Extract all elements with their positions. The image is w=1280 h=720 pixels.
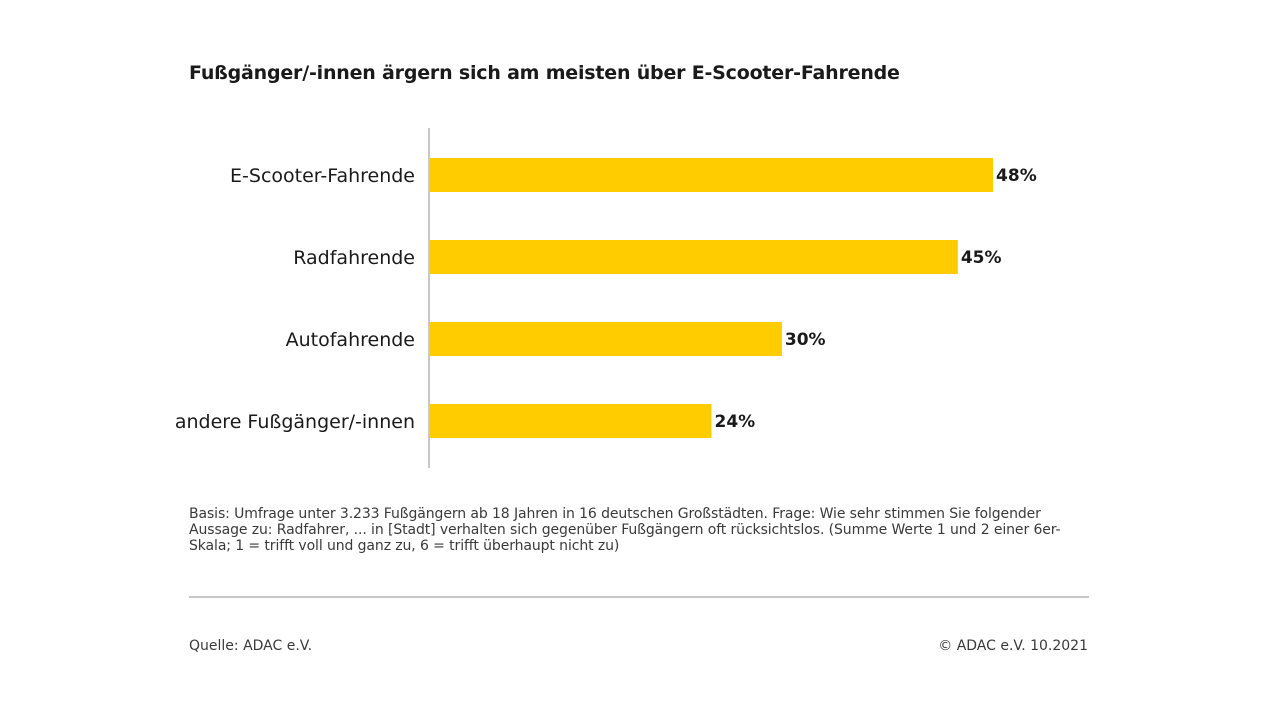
source-text: Quelle: ADAC e.V. (189, 638, 313, 654)
value-label-4: 24% (715, 412, 756, 432)
chart-title: Fußgänger/-innen ärgern sich am meisten … (189, 62, 900, 84)
bar-3 (430, 322, 782, 356)
footnote: Basis: Umfrage unter 3.233 Fußgängern ab… (189, 506, 1061, 554)
copyright-text: © ADAC e.V. 10.2021 (938, 638, 1088, 654)
category-label-4: andere Fußgänger/-innen (175, 411, 415, 433)
bar-2 (430, 240, 958, 274)
value-label-2: 45% (961, 248, 1002, 268)
category-label-3: Autofahrende (286, 329, 415, 351)
bars-group: E-Scooter-Fahrende 48% Radfahrende 45% Autof… (175, 158, 1037, 438)
category-label-1: E-Scooter-Fahrende (230, 165, 415, 187)
value-label-1: 48% (996, 166, 1037, 186)
divider (189, 596, 1089, 598)
bar-chart: E-Scooter-Fahrende 48% Radfahrende 45% Autof… (175, 128, 1037, 468)
category-label-2: Radfahrende (293, 247, 415, 269)
bar-1 (430, 158, 994, 192)
bar-4 (430, 404, 712, 438)
value-label-3: 30% (785, 330, 826, 350)
